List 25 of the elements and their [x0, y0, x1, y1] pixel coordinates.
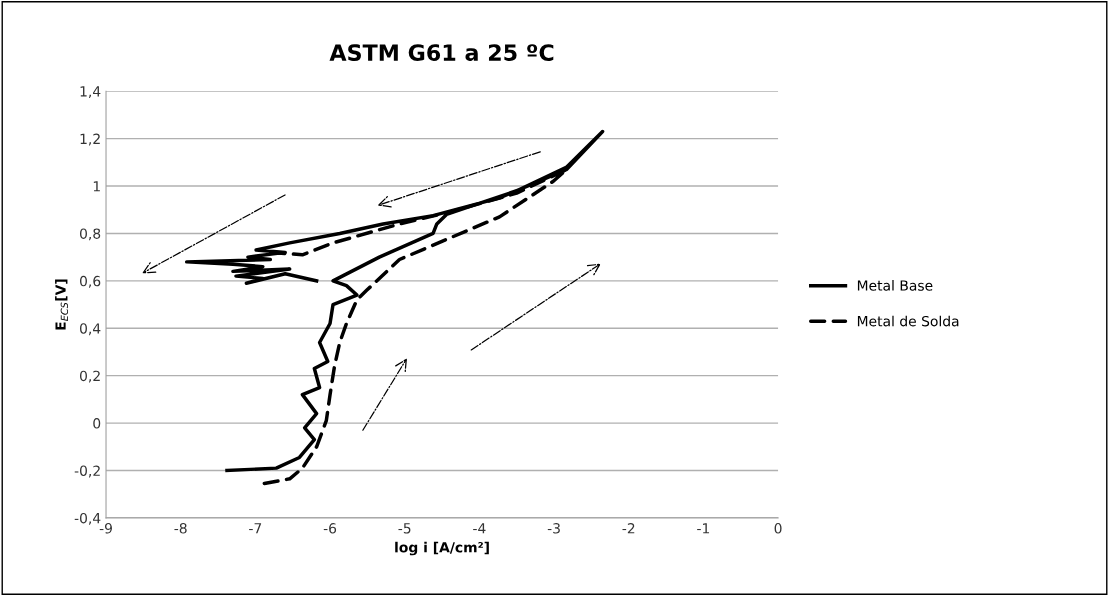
chart-title: ASTM G61 a 25 ºC	[329, 44, 554, 61]
x-tick-label: -9	[99, 523, 112, 534]
x-tick-label: -8	[174, 523, 187, 534]
y-tick-label: -0,4	[74, 512, 101, 525]
legend-label: Metal Base	[857, 280, 933, 291]
x-tick-label: -4	[473, 523, 486, 534]
y-tick-label: 0,6	[79, 275, 101, 288]
x-axis-title: log i [A/cm²]	[395, 541, 489, 556]
legend-label: Metal de Solda	[857, 315, 959, 327]
y-tick-label: 1,2	[80, 133, 100, 146]
x-tick-label: -3	[547, 523, 560, 534]
x-tick-label: -2	[622, 523, 635, 534]
x-tick-label: -7	[249, 523, 262, 534]
x-tick-label: -1	[697, 523, 710, 534]
y-tick-label: 0	[93, 418, 101, 429]
x-tick-label: -6	[323, 523, 337, 534]
x-tick-label: 0	[774, 523, 782, 534]
y-tick-label: 0,4	[79, 323, 101, 336]
y-tick-label: 1	[93, 181, 100, 192]
y-tick-label: -0,2	[74, 465, 100, 478]
y-tick-label: 0,2	[79, 370, 100, 383]
x-tick-label: -5	[398, 523, 411, 534]
y-tick-label: 1,4	[80, 86, 101, 99]
y-tick-label: 0,8	[79, 228, 101, 241]
y-axis-title: E$_{ECS}$[V]	[55, 279, 69, 330]
